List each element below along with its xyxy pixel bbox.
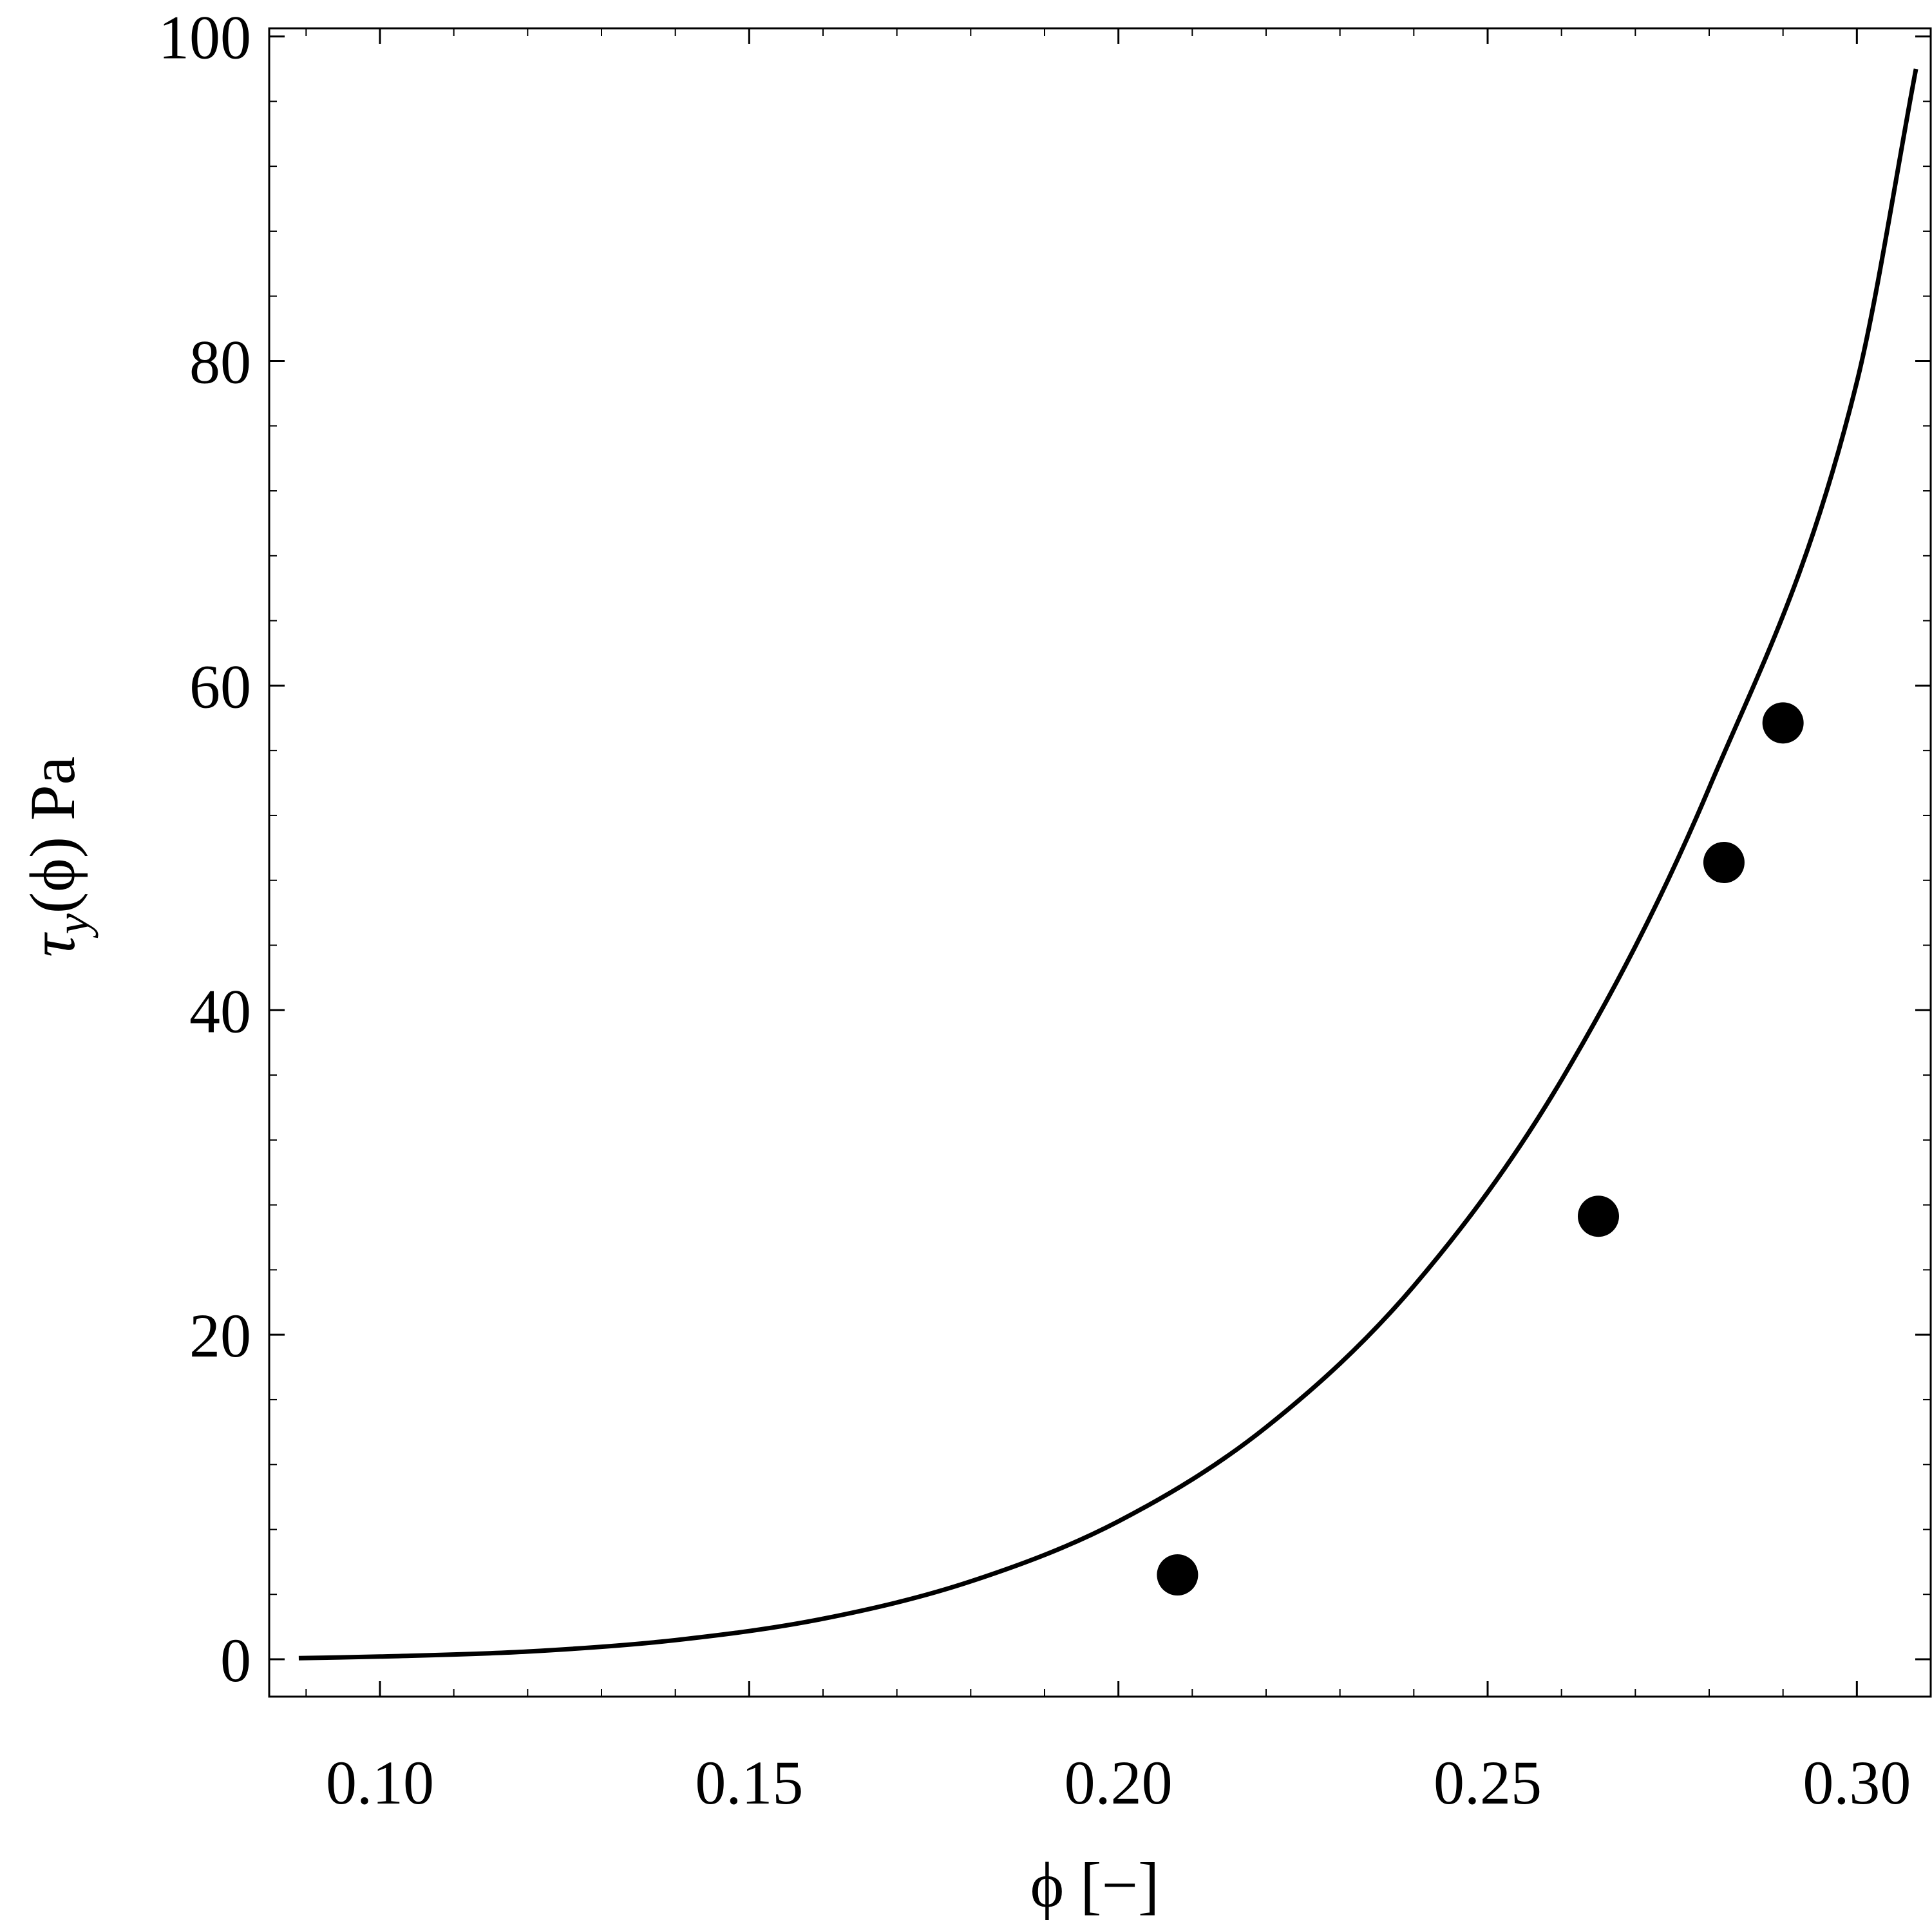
y-tick-label: 80 [189, 327, 251, 396]
data-points [1157, 702, 1804, 1596]
x-tick-label: 0.30 [1803, 1748, 1911, 1817]
data-point [1762, 702, 1804, 744]
y-axis-label-argument: (ϕ) Pa [17, 756, 88, 913]
x-axis-label: ϕ [−] [1030, 1849, 1160, 1921]
y-tick-label: 20 [189, 1301, 251, 1370]
plot-frame [268, 27, 1932, 1698]
minor-ticks [269, 28, 1931, 1697]
y-tick-label: 0 [220, 1626, 251, 1695]
x-tick-label: 0.25 [1434, 1748, 1542, 1817]
data-point [1703, 842, 1745, 883]
x-tick-labels: 0.10 0.15 0.20 0.25 0.30 [326, 1748, 1911, 1817]
y-axis-label: τy(ϕ) Pa [17, 756, 99, 957]
y-tick-label: 60 [189, 652, 251, 721]
data-point [1578, 1195, 1619, 1237]
y-tick-label: 100 [158, 3, 251, 72]
y-axis-label-subscript: y [47, 913, 99, 938]
major-ticks [269, 28, 1931, 1697]
data-point [1157, 1554, 1198, 1596]
x-tick-label: 0.10 [326, 1748, 434, 1817]
x-tick-label: 0.20 [1065, 1748, 1173, 1817]
y-tick-labels: 0 20 40 60 80 100 [158, 3, 251, 1695]
y-tick-label: 40 [189, 976, 251, 1045]
y-axis-label-tau: τ [17, 932, 88, 957]
x-tick-label: 0.15 [695, 1748, 803, 1817]
fit-curve [298, 68, 1918, 1661]
